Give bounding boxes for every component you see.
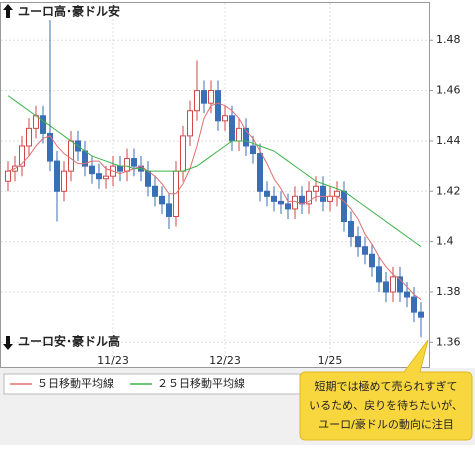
candle-body xyxy=(5,170,11,182)
candle-body xyxy=(369,253,375,268)
candle-body xyxy=(264,190,270,197)
candle-body xyxy=(257,153,263,192)
candle-body xyxy=(243,127,249,147)
legend-label: ２５日移動平均線 xyxy=(157,376,245,390)
candle-body xyxy=(152,185,158,197)
callout xyxy=(299,339,473,441)
marks xyxy=(5,20,424,338)
legend: ５日移動平均線 ２５日移動平均線 xyxy=(10,376,245,390)
candle-body xyxy=(117,165,123,172)
candle-body xyxy=(397,276,403,293)
candle-body xyxy=(334,190,340,197)
callout-line: 短期では極めて売られすぎて xyxy=(315,379,458,393)
candle-body xyxy=(180,135,186,172)
candle-body xyxy=(47,132,53,162)
y-tick-label: 1.4 xyxy=(436,235,454,248)
y-tick-label: 1.46 xyxy=(436,84,461,97)
candle-body xyxy=(54,160,60,192)
candle-body xyxy=(145,170,151,187)
candle-body xyxy=(285,203,291,210)
candle-body xyxy=(159,195,165,205)
y-tick-label: 1.48 xyxy=(436,33,461,46)
legend-label: ５日移動平均線 xyxy=(37,376,114,390)
down-arrow xyxy=(3,336,13,350)
candle-body xyxy=(376,266,382,283)
candle-body xyxy=(341,190,347,223)
candle-body xyxy=(194,90,200,112)
y-tick-label: 1.44 xyxy=(436,134,461,147)
candle-body xyxy=(313,185,319,192)
ma-line xyxy=(7,102,422,300)
candle-body xyxy=(320,185,326,202)
candle-body xyxy=(362,246,368,255)
candle-body xyxy=(404,291,410,298)
y-tick-label: 1.42 xyxy=(436,184,461,197)
candle-body xyxy=(278,200,284,205)
ma-line xyxy=(7,95,422,248)
x-tick-label: 1/25 xyxy=(318,354,343,367)
candle-body xyxy=(411,296,417,313)
candle-body xyxy=(229,115,235,142)
candle-body xyxy=(124,158,130,172)
plot-frame xyxy=(0,2,430,368)
y-tick-label: 1.38 xyxy=(436,285,461,298)
candle-body xyxy=(306,190,312,205)
bottom-label: ユーロ安･豪ドル高 xyxy=(18,334,120,349)
candle-body xyxy=(236,127,242,142)
candle-body xyxy=(292,195,298,210)
candle-body xyxy=(222,115,228,122)
candle-body xyxy=(187,110,193,137)
top-label: ユーロ高･豪ドル安 xyxy=(18,4,120,19)
candle-body xyxy=(89,165,95,175)
callout-line: ユーロ/豪ドルの動向に注目 xyxy=(318,417,454,431)
candle-body xyxy=(271,195,277,202)
candle-body xyxy=(215,90,221,122)
candle-body xyxy=(383,281,389,293)
candle-body xyxy=(131,158,137,167)
candle-body xyxy=(355,236,361,248)
candle-body xyxy=(390,276,396,293)
x-tick-label: 12/23 xyxy=(209,354,241,367)
candle-body xyxy=(33,115,39,129)
candle-body xyxy=(103,175,109,180)
candle-body xyxy=(166,203,172,217)
candle-body xyxy=(327,195,333,202)
x-tick-label: 11/23 xyxy=(97,354,129,367)
candle-body xyxy=(208,90,214,104)
up-arrow xyxy=(3,4,13,18)
candle-body xyxy=(250,145,256,155)
candle-body xyxy=(40,115,46,134)
candle-body xyxy=(68,140,74,172)
candle-body xyxy=(61,170,67,192)
candle-body xyxy=(96,173,102,180)
candle-body xyxy=(418,311,424,318)
callout-line: いるため、戻りを待ちたいが、 xyxy=(309,398,463,412)
candle-body xyxy=(26,127,32,147)
candle-body xyxy=(19,145,25,167)
y-tick-label: 1.36 xyxy=(436,335,461,348)
candle-body xyxy=(348,221,354,238)
candle-body xyxy=(201,90,207,104)
